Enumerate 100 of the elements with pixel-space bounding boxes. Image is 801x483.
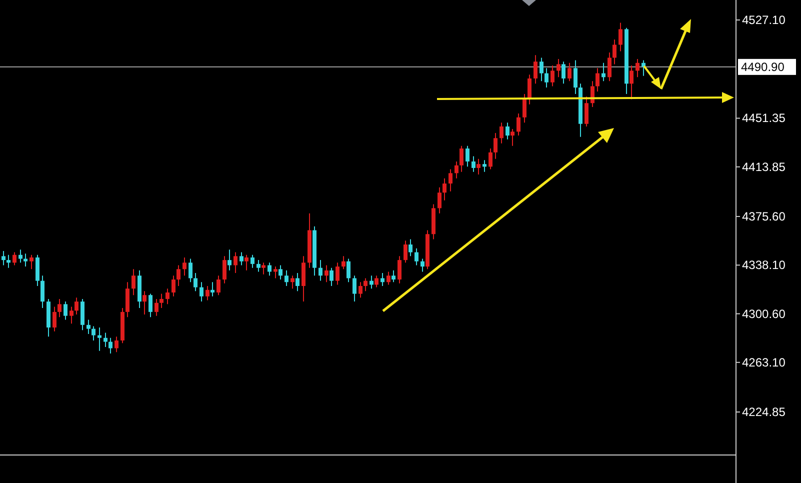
candlestick [550,65,554,87]
candlestick [630,65,634,100]
candlestick [70,306,74,324]
candlestick [534,54,538,84]
candlestick [36,254,40,286]
candlestick [500,122,504,144]
candlestick [182,256,186,276]
candlestick [104,332,108,348]
candlestick [40,275,44,309]
candlestick [574,60,578,95]
y-tick-label: 4338.10 [742,258,786,272]
candlestick [466,145,470,168]
candlestick [74,297,78,316]
candlestick [302,256,306,302]
candlestick [602,62,606,82]
candlestick [386,271,390,286]
candlestick [438,186,442,214]
candlestick [568,62,572,82]
candlestick [420,258,424,272]
candlestick [618,22,622,52]
y-tick-label: 4224.85 [742,405,786,420]
candlestick [522,94,526,124]
candlestick [482,160,486,172]
candlestick [336,262,340,286]
candlestick [210,282,214,297]
candlestick [352,275,356,302]
candlestick [24,253,28,268]
candlestick [250,254,254,268]
candlestick [274,266,278,279]
candlestick [296,272,300,292]
candlestick [194,272,198,292]
ref-line-label: 4490.90 [741,60,785,74]
candlestick [358,282,362,298]
candlestick [442,178,446,201]
candlestick [398,256,402,284]
candlestick [596,68,600,92]
candlestick [454,160,458,179]
y-tick-label: 4527.10 [742,12,786,27]
candlestick [346,258,350,283]
candlestick [80,298,84,331]
candlestick [488,148,492,170]
candlestick [86,319,90,334]
candlestick [278,264,282,280]
candlestick [318,260,322,282]
candlestick [364,278,368,292]
candlestick [284,270,288,286]
candlestick [584,96,588,127]
candlestick [370,275,374,290]
candlestick [256,260,260,272]
candlestick [6,254,10,268]
candlestick [528,74,532,105]
candlestick [172,275,176,297]
candlestick [240,252,244,266]
candlestick [414,248,418,266]
candlestick [132,268,136,296]
candlestick [330,267,334,286]
candlestick [290,275,294,290]
candlestick [510,128,514,146]
candlestick [540,57,544,82]
candlestick [448,168,452,192]
candlestick [222,256,226,284]
candlestick [562,61,566,84]
candlestick [612,39,616,65]
candlestick [342,256,346,270]
candlestick [176,264,180,286]
y-tick-label: 4451.35 [742,111,786,126]
candlestick [262,262,266,275]
y-tick-label: 4375.60 [742,209,786,224]
candlestick [392,270,396,283]
candlestick [200,282,204,302]
candlestick [114,336,118,353]
candlestick [476,158,480,175]
candlestick [18,249,22,264]
candlestick [108,337,112,354]
candlestick [166,288,170,305]
candlestick [494,132,498,160]
candlestick [380,272,384,286]
candlestick [608,52,612,82]
candlestick [404,240,408,264]
candlestick [188,258,192,283]
candlestick [244,254,248,271]
candlestick [374,275,378,288]
candlestick [52,306,56,332]
candlestick [228,249,232,271]
y-tick-label: 4263.10 [742,355,786,370]
candlestick [324,264,328,283]
y-tick-label: 4300.60 [742,306,786,321]
candlestick [636,58,640,78]
candlestick [472,156,476,172]
candlestick [460,145,464,172]
candlestick [556,58,560,78]
candlestick [206,285,210,301]
candlestick [268,262,272,276]
candlestick [216,275,220,296]
candlestick [98,327,102,352]
candlestick [160,293,164,309]
candlestick [92,326,96,341]
candlestick [2,250,6,266]
candlestick [64,301,68,320]
candlestick [12,252,16,266]
